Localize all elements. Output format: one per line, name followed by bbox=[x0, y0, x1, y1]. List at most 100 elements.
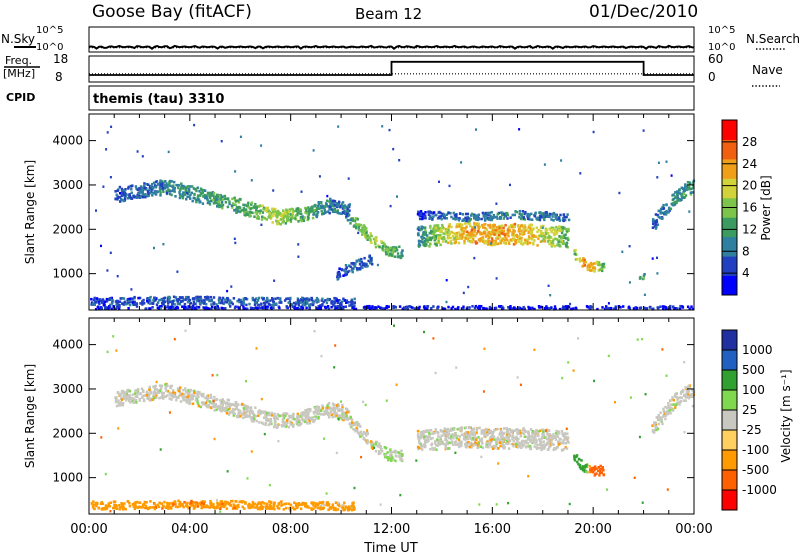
range-gate-cell bbox=[431, 446, 434, 450]
range-gate-cell bbox=[314, 415, 317, 418]
range-gate-cell bbox=[456, 434, 459, 438]
range-gate-cell bbox=[177, 389, 181, 393]
range-gate-cell bbox=[128, 193, 131, 196]
range-gate-cell bbox=[187, 305, 190, 308]
range-gate-cell bbox=[228, 413, 231, 416]
range-gate-cell bbox=[684, 185, 687, 189]
range-gate-cell bbox=[181, 296, 184, 300]
range-gate-cell bbox=[225, 401, 228, 405]
range-gate-cell bbox=[452, 211, 455, 215]
range-gate-cell bbox=[339, 204, 342, 207]
range-gate-cell bbox=[312, 213, 315, 216]
range-gate-cell bbox=[428, 432, 431, 435]
range-gate-cell bbox=[346, 416, 349, 420]
range-gate-cell bbox=[354, 262, 357, 265]
range-gate-cell bbox=[595, 260, 599, 264]
range-gate-cell bbox=[654, 421, 657, 424]
range-gate-cell bbox=[530, 440, 533, 443]
range-gate-cell bbox=[326, 409, 329, 412]
range-gate-cell bbox=[566, 213, 569, 216]
range-gate-cell bbox=[288, 300, 292, 304]
range-gate-cell bbox=[335, 406, 338, 410]
range-gate-cell bbox=[449, 211, 452, 215]
freq-unit-label: [MHz] bbox=[3, 67, 35, 80]
range-gate-cell bbox=[605, 305, 608, 308]
range-gate-cell bbox=[170, 189, 174, 193]
range-gate-cell bbox=[444, 446, 448, 449]
range-gate-cell bbox=[342, 412, 345, 415]
range-gate-cell bbox=[583, 466, 586, 469]
range-gate-cell bbox=[488, 443, 492, 447]
range-gate-cell bbox=[130, 197, 134, 200]
range-gate-cell bbox=[675, 201, 678, 205]
range-gate-cell bbox=[493, 438, 496, 441]
range-gate-cell bbox=[342, 274, 345, 277]
range-gate-cell bbox=[502, 432, 505, 435]
range-gate-cell bbox=[474, 441, 477, 445]
range-gate-cell bbox=[242, 416, 245, 420]
range-gate-cell bbox=[228, 202, 231, 206]
range-gate-cell bbox=[471, 240, 474, 244]
range-gate-cell bbox=[487, 230, 490, 234]
range-gate-cell bbox=[210, 305, 214, 309]
range-gate-cell bbox=[352, 306, 355, 309]
range-gate-cell bbox=[418, 446, 421, 450]
range-gate-cell bbox=[174, 195, 177, 198]
range-gate-cell bbox=[454, 307, 457, 311]
range-gate-cell bbox=[426, 437, 430, 441]
range-gate-cell bbox=[487, 224, 490, 227]
range-gate-cell bbox=[216, 196, 219, 200]
range-gate-cell bbox=[486, 441, 489, 445]
range-gate-cell bbox=[485, 234, 489, 237]
range-gate-cell bbox=[246, 409, 249, 413]
range-gate-cell bbox=[147, 192, 150, 195]
range-gate-cell bbox=[284, 222, 287, 225]
range-gate-cell bbox=[562, 439, 565, 442]
range-gate-cell bbox=[674, 392, 678, 396]
range-gate-cell bbox=[465, 235, 468, 238]
range-gate-cell bbox=[553, 308, 556, 311]
range-gate-cell bbox=[268, 500, 271, 503]
range-gate-cell bbox=[479, 238, 483, 242]
range-gate-cell bbox=[343, 298, 346, 302]
range-gate-cell bbox=[363, 432, 367, 435]
range-gate-cell bbox=[460, 444, 463, 448]
range-gate-cell bbox=[544, 213, 547, 216]
range-gate-cell bbox=[293, 417, 296, 421]
range-gate-cell bbox=[458, 440, 461, 444]
range-gate-cell bbox=[263, 416, 266, 419]
range-gate-cell bbox=[411, 306, 414, 309]
range-gate-cell bbox=[452, 428, 456, 431]
range-gate-cell bbox=[464, 216, 467, 220]
range-gate-cell bbox=[518, 235, 521, 238]
colorbar-tick-label: 16 bbox=[742, 201, 757, 215]
range-gate-cell bbox=[323, 211, 326, 215]
range-gate-cell bbox=[248, 210, 251, 214]
range-gate-cell bbox=[231, 408, 235, 411]
range-gate-cell bbox=[419, 436, 422, 439]
range-gate-cell bbox=[93, 503, 96, 507]
range-gate-cell bbox=[118, 196, 121, 199]
range-gate-cell bbox=[336, 271, 340, 275]
range-gate-cell bbox=[481, 211, 485, 215]
range-gate-cell bbox=[501, 305, 504, 309]
range-gate-cell bbox=[406, 305, 409, 309]
range-gate-cell bbox=[488, 305, 492, 309]
range-gate-cell bbox=[539, 211, 542, 214]
range-gate-cell bbox=[460, 442, 463, 445]
range-gate-cell bbox=[485, 228, 489, 231]
range-gate-cell bbox=[551, 435, 554, 438]
range-gate-cell bbox=[148, 385, 151, 389]
range-gate-cell bbox=[244, 415, 247, 419]
freq-label: Freq. bbox=[5, 54, 32, 67]
range-gate-cell bbox=[364, 233, 367, 237]
range-gate-cell bbox=[378, 442, 381, 445]
range-gate-cell bbox=[204, 401, 208, 405]
range-gate-cell bbox=[463, 230, 466, 233]
range-gate-cell bbox=[338, 275, 342, 278]
range-gate-cell bbox=[161, 180, 164, 183]
range-gate-cell bbox=[247, 206, 250, 209]
range-gate-cell bbox=[454, 241, 458, 244]
range-gate-cell bbox=[152, 181, 156, 185]
range-gate-cell bbox=[396, 255, 399, 258]
